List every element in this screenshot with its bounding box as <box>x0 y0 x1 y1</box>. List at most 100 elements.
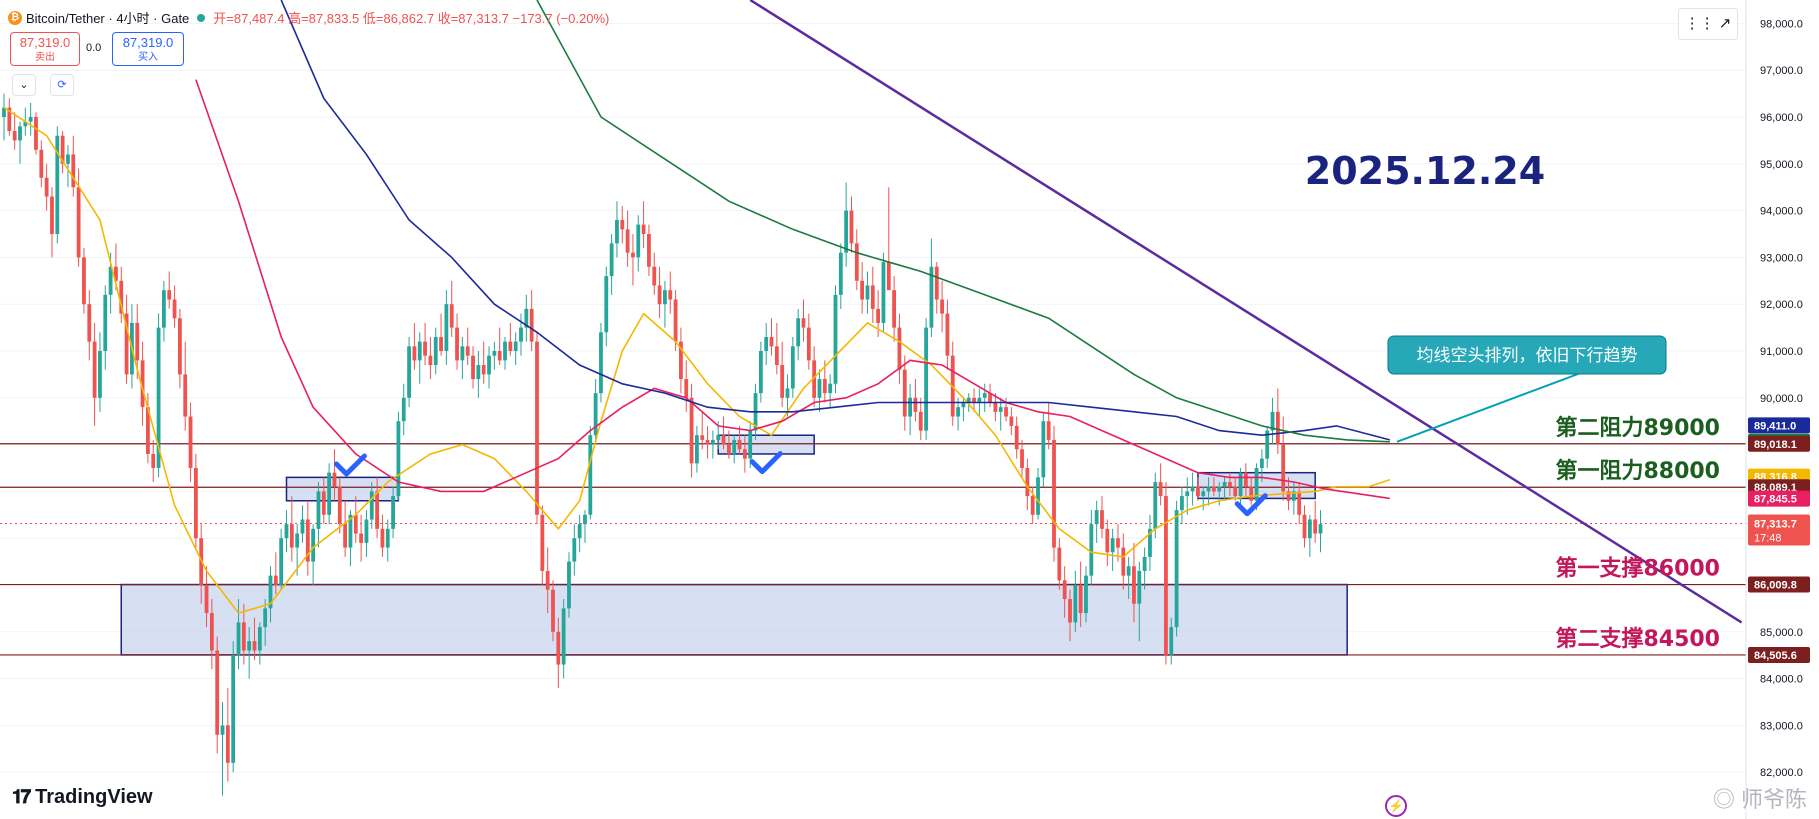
tradingview-logo[interactable]: 𝟏𝟕 TradingView <box>12 786 153 809</box>
candle-body <box>380 528 385 548</box>
sell-label: 卖出 <box>35 52 55 63</box>
candle-body <box>444 304 449 351</box>
candle-body <box>876 308 881 323</box>
candle-body <box>934 266 939 300</box>
candle-body <box>1302 514 1307 539</box>
candle-body <box>1062 580 1067 600</box>
candle-body <box>263 608 268 628</box>
candle-body <box>289 524 294 548</box>
candle-body <box>2 107 6 117</box>
sell-price: 87,319.0 <box>19 35 71 50</box>
candle-body <box>833 294 838 384</box>
tick-label: 90,000.0 <box>1760 393 1803 405</box>
tick-label: 95,000.0 <box>1760 159 1803 171</box>
sell-button[interactable]: 87,319.0 卖出 <box>10 32 80 66</box>
candle-body <box>156 327 161 468</box>
drawing-tools-button[interactable]: ⋮⋮ ↗ <box>1678 8 1738 40</box>
symbol-title[interactable]: Bitcoin/Tether · 4小时 · Gate <box>26 11 190 26</box>
candle-body <box>972 397 976 403</box>
candle-body <box>860 280 865 300</box>
candle-body <box>764 336 769 351</box>
candle-body <box>1185 491 1190 497</box>
price-badge <box>1748 435 1810 452</box>
candle-body <box>902 369 907 417</box>
candle-body <box>508 341 513 351</box>
candle-body <box>449 304 454 328</box>
candle-body <box>247 641 252 651</box>
candle-body <box>977 397 982 403</box>
candle-body <box>1196 486 1200 497</box>
candle-body <box>577 524 582 539</box>
candle-body <box>119 280 124 314</box>
candle-body <box>177 318 182 375</box>
candle-body <box>716 435 721 440</box>
candle-body <box>225 725 230 763</box>
candle-body <box>300 519 305 534</box>
candle-body <box>76 187 81 258</box>
candle-body <box>641 224 646 234</box>
price-axis[interactable]: 82,000.083,000.084,000.085,000.086,000.0… <box>1745 0 1819 819</box>
buy-button[interactable]: 87,319.0 买入 <box>112 32 184 66</box>
chart-header: ₿ Bitcoin/Tether · 4小时 · Gate 开=87,487.4… <box>8 8 609 27</box>
collapse-chevron-icon[interactable]: ⌄ <box>12 74 36 96</box>
candle-body <box>551 589 555 632</box>
candle-body <box>87 304 92 342</box>
level-label: 第一阻力88000 <box>1555 458 1720 484</box>
candle-body <box>806 327 811 361</box>
tick-label: 98,000.0 <box>1760 18 1803 30</box>
candle-body <box>1180 496 1184 511</box>
flash-icon[interactable]: ⚡ <box>1385 795 1407 817</box>
candle-body <box>1190 486 1195 492</box>
candle-body <box>668 290 673 300</box>
candle-body <box>503 341 507 361</box>
candle-body <box>162 290 166 328</box>
candle-body <box>50 196 54 234</box>
candle-body <box>1243 472 1248 487</box>
candle-body <box>471 355 475 380</box>
ma-line-yellow <box>3 106 1391 615</box>
candle-body <box>1148 528 1152 557</box>
price-badge-label: 86,009.8 <box>1754 580 1797 592</box>
candle-body <box>588 435 593 515</box>
candle-body <box>1004 407 1008 417</box>
refresh-icon[interactable]: ⟳ <box>50 74 74 96</box>
candle-body <box>812 360 817 398</box>
candle-body <box>721 435 726 445</box>
ma-line-red <box>195 79 1390 500</box>
candle-body <box>1254 468 1259 501</box>
candle-body <box>60 135 65 164</box>
candle-body <box>385 528 390 548</box>
candle-body <box>625 229 630 253</box>
candle-body <box>1212 486 1216 492</box>
candle-body <box>71 154 76 188</box>
candle-body <box>396 421 401 497</box>
candle-body <box>241 622 246 651</box>
last-price-badge <box>1748 514 1810 546</box>
level-label: 第二阻力89000 <box>1555 415 1720 441</box>
candle-body <box>929 266 934 328</box>
candle-body <box>1020 449 1024 468</box>
candle-body <box>1249 486 1254 501</box>
candle-body <box>305 519 310 562</box>
candle-body <box>599 332 603 394</box>
check-icon <box>333 453 367 477</box>
level-label: 第二支撑84500 <box>1555 626 1720 652</box>
bitcoin-icon: ₿ <box>8 10 22 25</box>
candle-body <box>615 219 619 244</box>
candle-body <box>961 402 966 408</box>
candle-body <box>1057 547 1062 581</box>
candle-body <box>12 131 17 141</box>
candle-body <box>620 219 625 230</box>
zone-boxes <box>120 434 1348 656</box>
candle-body <box>108 266 113 295</box>
candle-body <box>785 388 790 398</box>
candle-body <box>908 397 912 417</box>
zone-box <box>120 583 1348 656</box>
downtrend-line[interactable] <box>749 0 1743 624</box>
candle-body <box>321 491 326 515</box>
candle-body <box>343 524 348 548</box>
candle-body <box>92 341 97 398</box>
trendline[interactable] <box>749 0 1743 624</box>
candle-body <box>870 285 875 309</box>
